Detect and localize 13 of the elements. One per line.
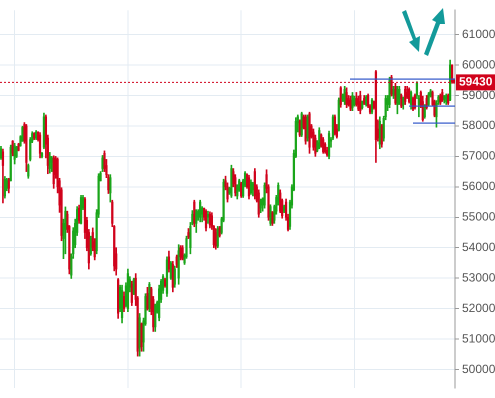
ref-line-label: 59430 [459, 74, 493, 89]
y-tick-label: 61000 [462, 26, 495, 41]
y-tick-label: 50000 [462, 362, 495, 376]
y-tick-label: 51000 [462, 331, 495, 346]
y-tick-label: 56000 [462, 179, 495, 194]
y-tick-label: 60000 [462, 57, 495, 72]
y-tick-label: 54000 [462, 240, 495, 254]
y-tick-label: 58000 [462, 118, 495, 132]
y-tick-label: 57000 [462, 148, 495, 163]
y-tick-label: 53000 [462, 270, 495, 284]
y-tick-label: 52000 [462, 300, 495, 315]
y-tick-label: 55000 [462, 210, 495, 224]
y-tick-label: 59000 [462, 88, 495, 102]
